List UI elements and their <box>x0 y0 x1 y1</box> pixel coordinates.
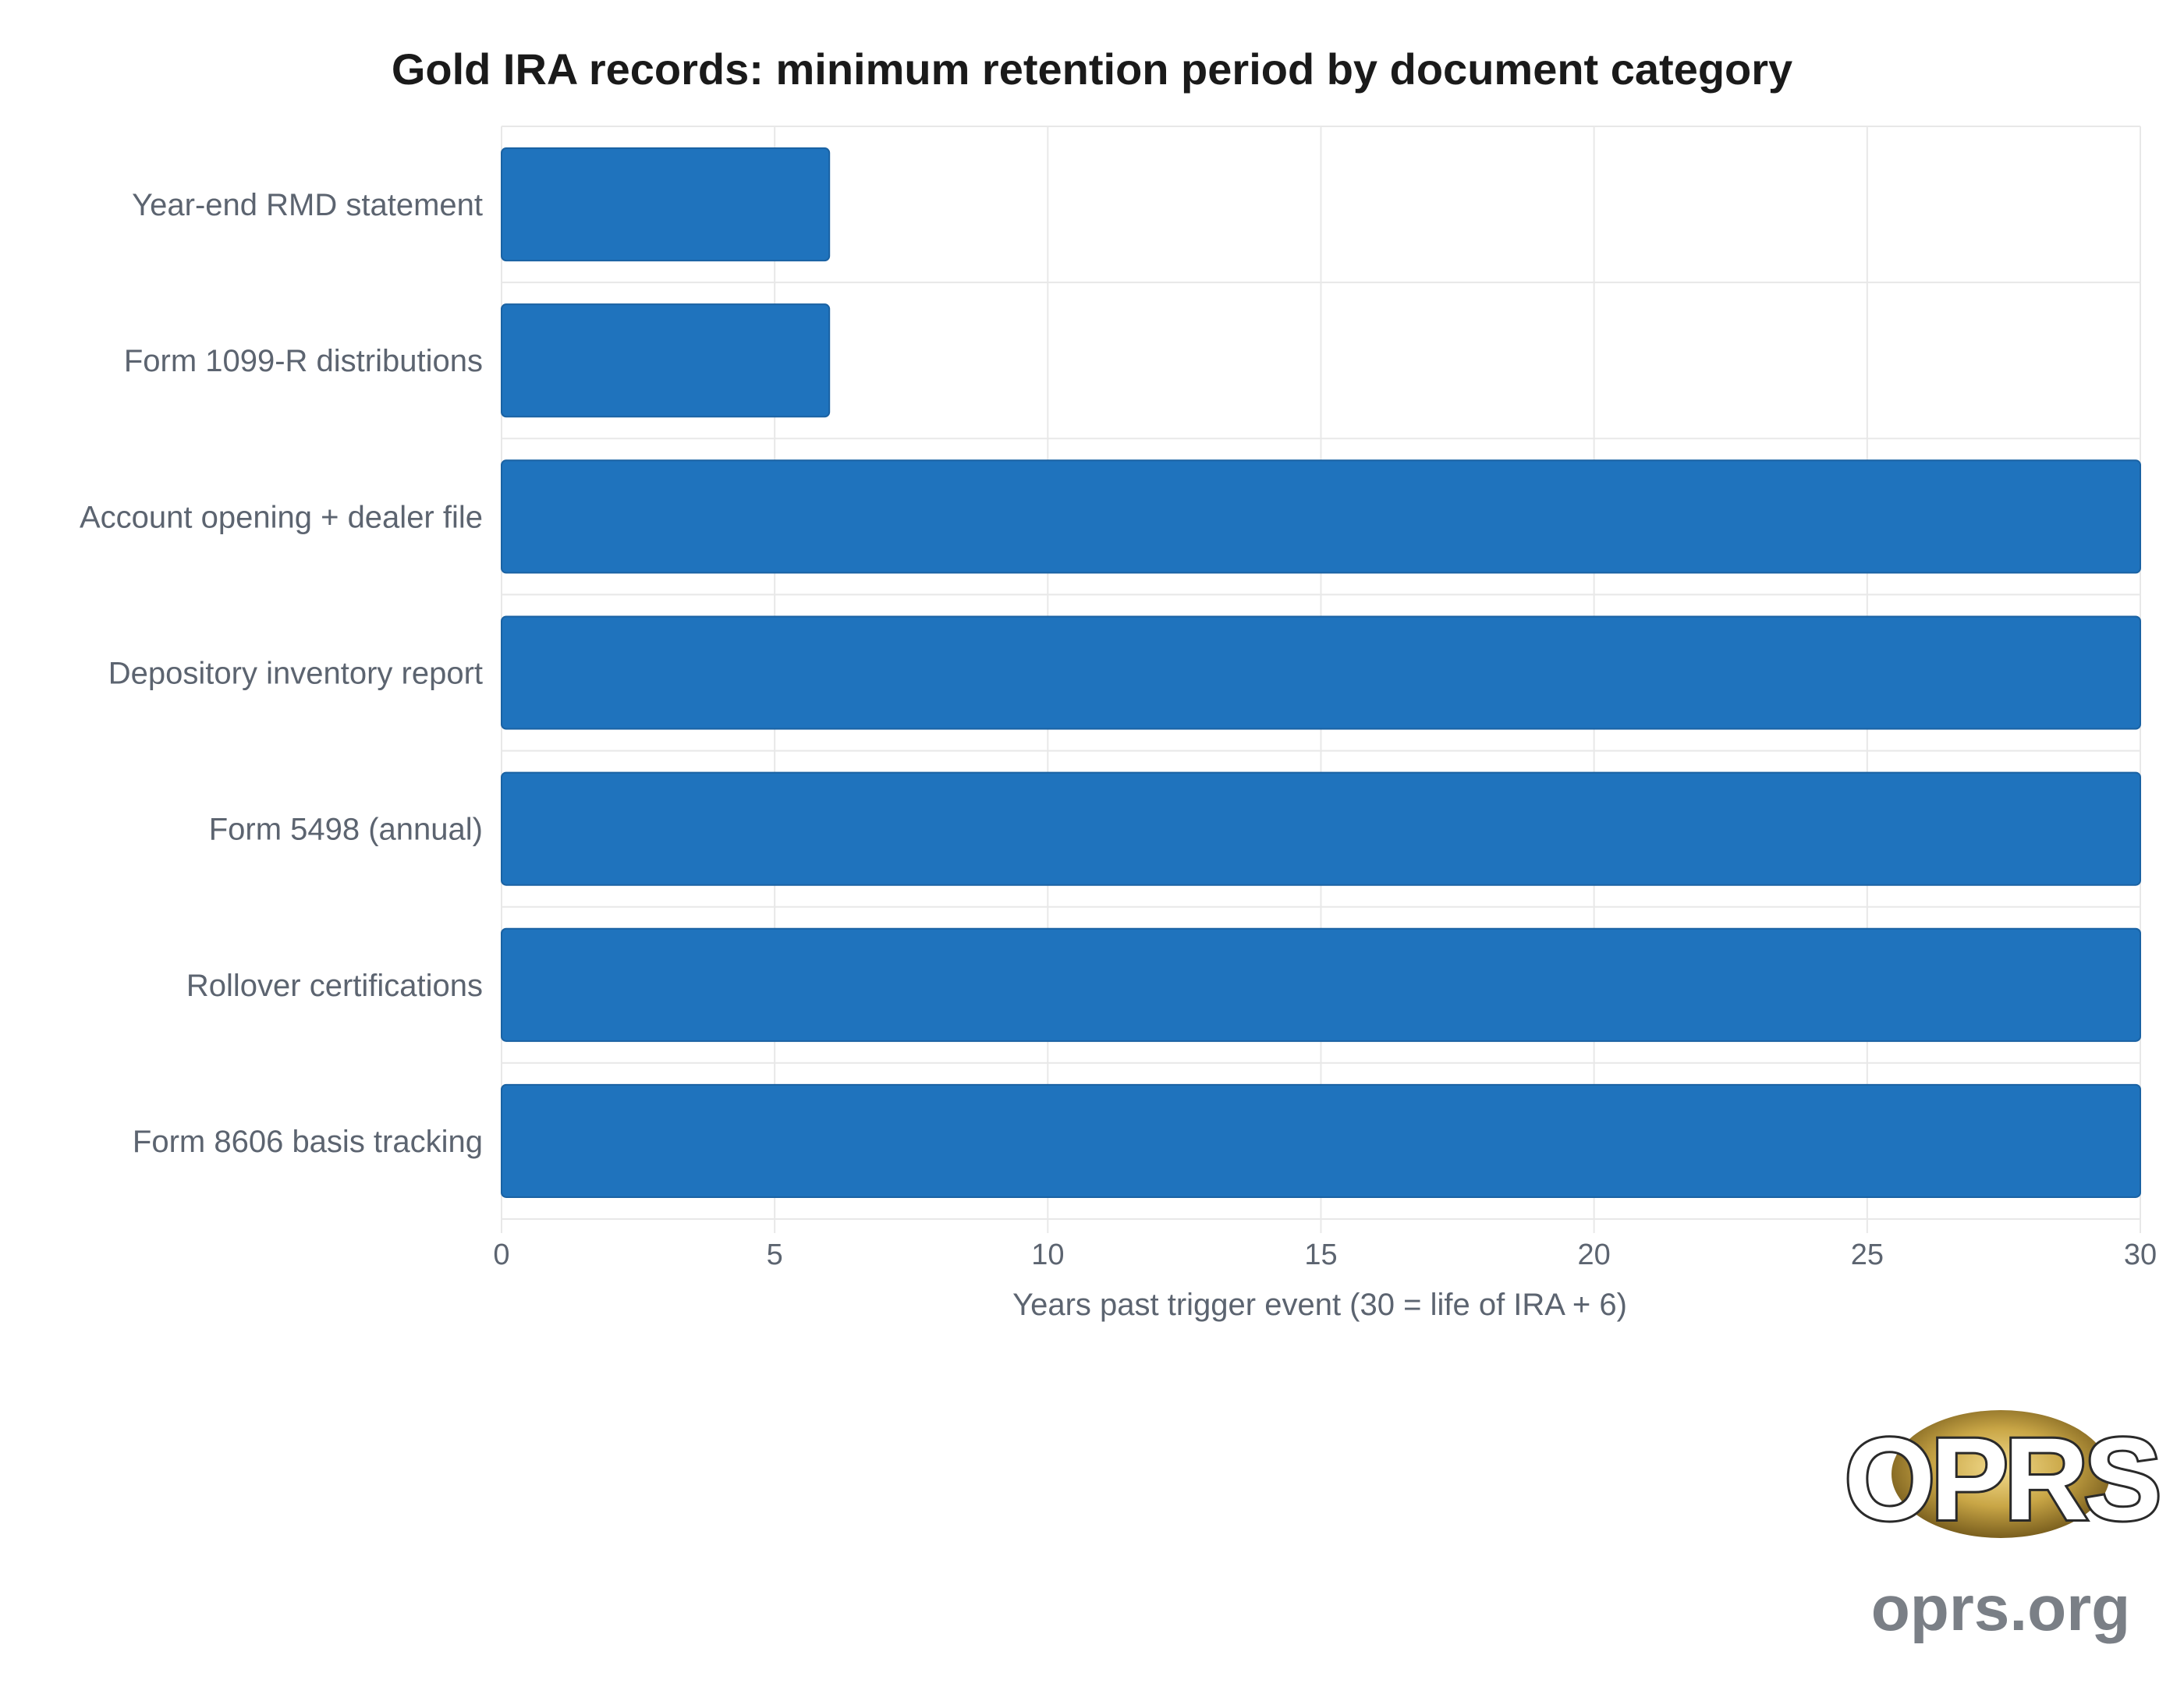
bar-3 <box>501 459 2141 574</box>
category-label-3: Account opening + dealer file <box>80 500 483 534</box>
x-tick-label-3: 15 <box>1304 1239 1337 1271</box>
x-tick-label-5: 25 <box>1851 1239 1884 1271</box>
bar-2 <box>501 303 831 418</box>
x-tick-label-6: 30 <box>2124 1239 2157 1271</box>
bar-1 <box>501 147 831 262</box>
bars <box>501 147 2141 1198</box>
bar-7 <box>501 1083 2141 1198</box>
x-tick-label-2: 10 <box>1031 1239 1064 1271</box>
chart-title: Gold IRA records: minimum retention peri… <box>392 44 1792 94</box>
x-tick-label-4: 20 <box>1578 1239 1611 1271</box>
x-axis-title: Years past trigger event (30 = life of I… <box>1012 1288 1627 1322</box>
bar-5 <box>501 771 2141 886</box>
oprs-logo: OPRS <box>1842 1410 2164 1547</box>
bar-6 <box>501 927 2141 1042</box>
x-tick-label-0: 0 <box>493 1239 509 1271</box>
category-label-6: Rollover certifications <box>186 969 483 1003</box>
category-label-1: Year-end RMD statement <box>132 188 483 222</box>
category-label-7: Form 8606 basis tracking <box>133 1125 483 1159</box>
category-label-5: Form 5498 (annual) <box>209 813 483 847</box>
site-url: oprs.org <box>1871 1573 2131 1644</box>
x-tick-labels: 0 5 10 15 20 25 30 <box>493 1239 2157 1271</box>
x-tick-label-1: 5 <box>767 1239 783 1271</box>
category-label-2: Form 1099-R distributions <box>124 344 483 378</box>
bar-4 <box>501 615 2141 730</box>
category-label-4: Depository inventory report <box>108 657 483 691</box>
logo-text: OPRS <box>1844 1413 2157 1544</box>
category-labels: Year-end RMD statement Form 1099-R distri… <box>80 188 483 1159</box>
